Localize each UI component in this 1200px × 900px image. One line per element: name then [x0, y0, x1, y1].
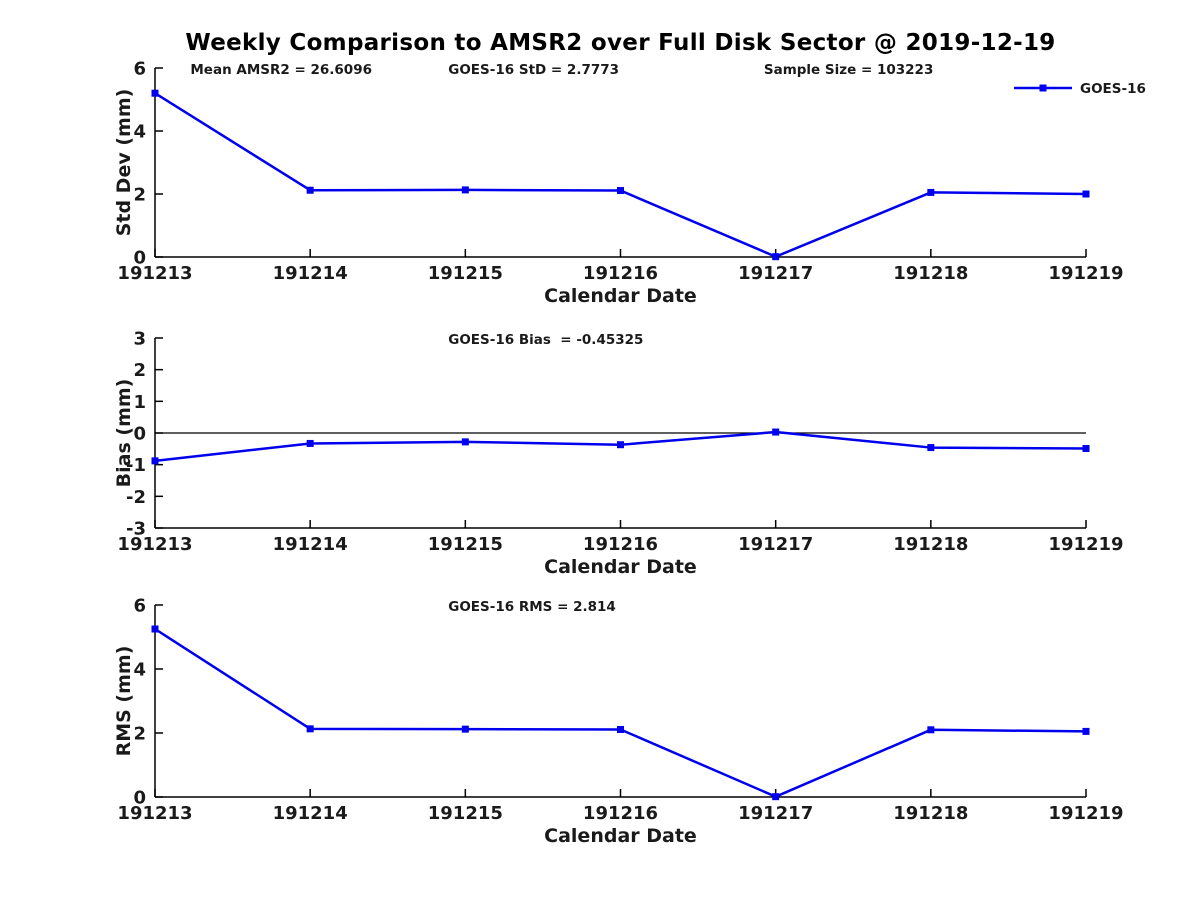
- y-tick-label: 4: [133, 660, 146, 681]
- data-point: [461, 186, 469, 194]
- x-tick-label: 191216: [583, 263, 658, 284]
- x-axis-title: Calendar Date: [544, 556, 697, 578]
- y-tick-label: -2: [126, 487, 146, 508]
- y-axis-title: Bias (mm): [113, 379, 135, 488]
- legend: GOES-16: [1014, 81, 1146, 97]
- x-tick-label: 191216: [583, 534, 658, 555]
- x-tick-label: 191219: [1048, 263, 1123, 284]
- x-tick-label: 191219: [1048, 534, 1123, 555]
- y-tick-label: 2: [133, 724, 146, 745]
- y-axis-title: Std Dev (mm): [113, 89, 135, 237]
- x-tick-label: 191214: [273, 803, 348, 824]
- x-tick-label: 191215: [428, 803, 503, 824]
- y-tick-label: 0: [133, 248, 146, 269]
- data-point: [617, 441, 624, 449]
- x-tick-label: 191213: [117, 534, 192, 555]
- x-tick-label: 191214: [273, 263, 348, 284]
- y-tick-label: -1: [126, 455, 146, 476]
- data-point: [927, 444, 935, 452]
- data-point: [151, 457, 159, 465]
- y-tick-label: -3: [126, 519, 146, 540]
- x-tick-label: 191217: [738, 803, 813, 824]
- y-tick-label: 3: [133, 329, 146, 350]
- data-point: [772, 428, 780, 436]
- x-tick-label: 191219: [1048, 803, 1123, 824]
- data-point: [772, 253, 780, 261]
- data-point: [1082, 445, 1090, 453]
- x-tick-label: 191218: [893, 263, 968, 284]
- x-tick-label: 191218: [893, 803, 968, 824]
- chart-annotation: GOES-16 RMS = 2.814: [448, 599, 616, 615]
- data-point: [617, 725, 624, 733]
- y-tick-label: 2: [133, 185, 146, 206]
- data-point: [772, 793, 780, 801]
- y-tick-label: 4: [133, 122, 146, 143]
- data-point: [927, 726, 935, 734]
- y-tick-label: 6: [133, 596, 146, 617]
- x-tick-label: 191215: [428, 534, 503, 555]
- x-tick-label: 191213: [117, 803, 192, 824]
- figure-title: Weekly Comparison to AMSR2 over Full Dis…: [185, 30, 1056, 56]
- data-point: [1082, 190, 1090, 198]
- y-tick-label: 6: [133, 59, 146, 80]
- y-tick-label: 0: [133, 788, 146, 809]
- chart-rms: 0 2 4 6 191213 191214 191215 191216 191217 191218…: [113, 596, 1124, 848]
- x-tick-label: 191213: [117, 263, 192, 284]
- x-tick-label: 191214: [273, 534, 348, 555]
- y-axis-title: RMS (mm): [113, 646, 135, 757]
- legend-label: GOES-16: [1080, 81, 1146, 97]
- data-point: [306, 725, 314, 733]
- chart-annotation: GOES-16 StD = 2.7773: [448, 62, 619, 78]
- data-line: [153, 91, 1088, 258]
- data-point: [617, 187, 624, 195]
- x-axis-title: Calendar Date: [544, 285, 697, 307]
- x-tick-label: 191217: [738, 263, 813, 284]
- x-tick-label: 191215: [428, 263, 503, 284]
- x-axis-title: Calendar Date: [544, 825, 697, 847]
- chart-annotation: Sample Size = 103223: [764, 62, 933, 78]
- data-point: [306, 186, 314, 194]
- chart-std-dev: 0 2 4 6 191213 191214 191215 191216 191217 191218…: [113, 59, 1146, 308]
- data-point: [461, 438, 469, 446]
- data-point: [151, 625, 159, 633]
- y-tick-label: 0: [133, 424, 146, 445]
- chart-annotation: Mean AMSR2 = 26.6096: [190, 62, 372, 78]
- data-line: [153, 627, 1088, 798]
- data-point: [461, 725, 469, 733]
- x-tick-label: 191216: [583, 803, 658, 824]
- legend-marker: [1039, 84, 1047, 92]
- data-point: [306, 439, 314, 447]
- y-tick-label: 1: [133, 392, 146, 413]
- x-tick-label: 191217: [738, 534, 813, 555]
- chart-annotation: GOES-16 Bias = -0.45325: [448, 332, 643, 348]
- data-point: [927, 188, 935, 196]
- chart-bias: -3 -2 -1 0 1 2 3 191213 191214 191215 191216 191217…: [113, 329, 1124, 579]
- y-tick-label: 2: [133, 360, 146, 381]
- data-point: [151, 89, 159, 97]
- data-point: [1082, 727, 1090, 735]
- x-tick-label: 191218: [893, 534, 968, 555]
